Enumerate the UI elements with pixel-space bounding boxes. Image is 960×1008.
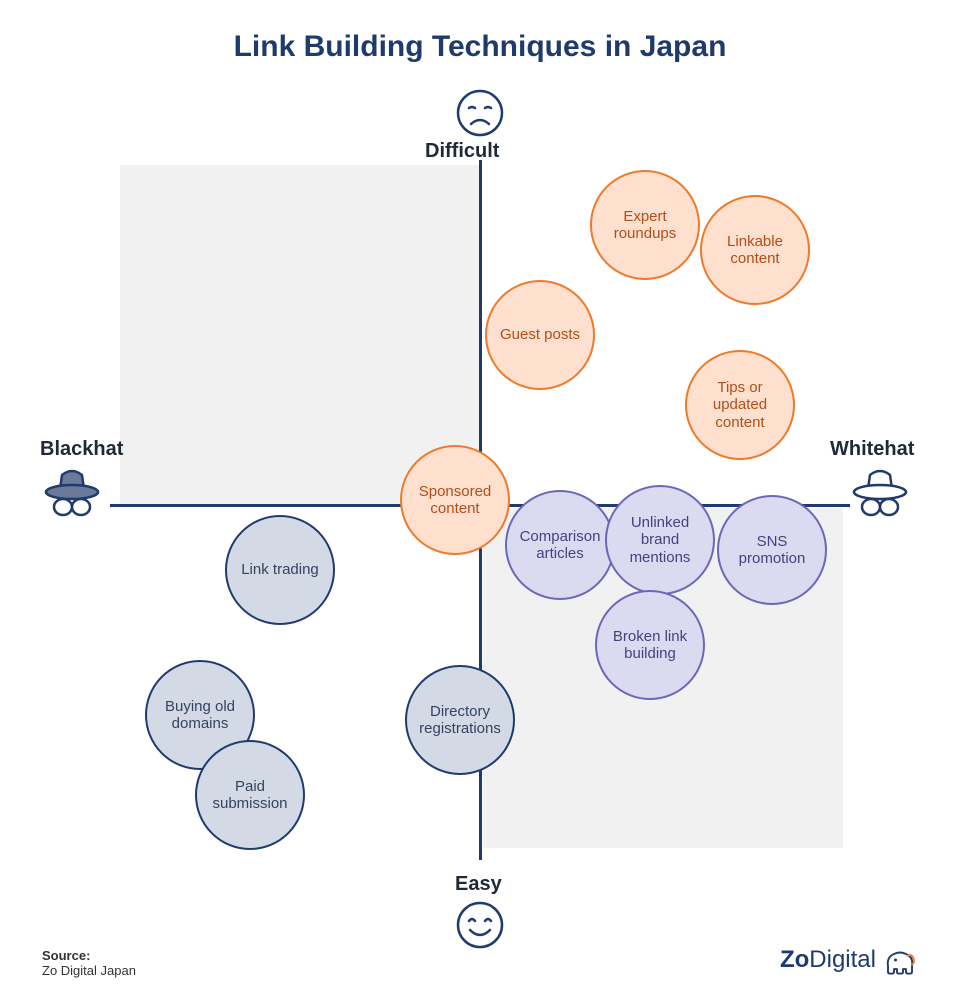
- logo-text-light: Digital: [809, 946, 876, 973]
- source-label: Source:: [42, 948, 90, 963]
- source-citation: Source: Zo Digital Japan: [42, 948, 136, 978]
- bubble-expert-roundups: Expert roundups: [590, 170, 700, 280]
- brand-logo: ZoDigital: [780, 942, 918, 978]
- bubble-linkable-content: Linkable content: [700, 195, 810, 305]
- axis-label-right: Whitehat: [830, 438, 914, 461]
- bubble-tips-updated: Tips or updated content: [685, 350, 795, 460]
- bubble-directory-reg: Directory registrations: [405, 665, 515, 775]
- bubble-broken-link: Broken link building: [595, 590, 705, 700]
- hat-right-icon: [850, 465, 910, 520]
- bubble-sns-promotion: SNS promotion: [717, 495, 827, 605]
- axis-label-left: Blackhat: [40, 438, 123, 461]
- elephant-icon: [882, 942, 918, 978]
- face-bottom-icon: [455, 900, 505, 950]
- page-title: Link Building Techniques in Japan: [0, 30, 960, 64]
- logo-text-bold: Zo: [780, 946, 809, 973]
- axis-label-top: Difficult: [425, 140, 499, 163]
- axis-label-bottom: Easy: [455, 873, 502, 896]
- hat-left-icon: [42, 465, 102, 520]
- bubble-paid-submission: Paid submission: [195, 740, 305, 850]
- face-top-icon: [455, 88, 505, 138]
- bubble-link-trading: Link trading: [225, 515, 335, 625]
- bubble-sponsored-content: Sponsored content: [400, 445, 510, 555]
- bubble-unlinked-brand: Unlinked brand mentions: [605, 485, 715, 595]
- quadrant-chart: DifficultEasyBlackhatWhitehatExpert roun…: [60, 100, 900, 910]
- bubble-comparison: Comparison articles: [505, 490, 615, 600]
- source-value: Zo Digital Japan: [42, 963, 136, 978]
- bubble-guest-posts: Guest posts: [485, 280, 595, 390]
